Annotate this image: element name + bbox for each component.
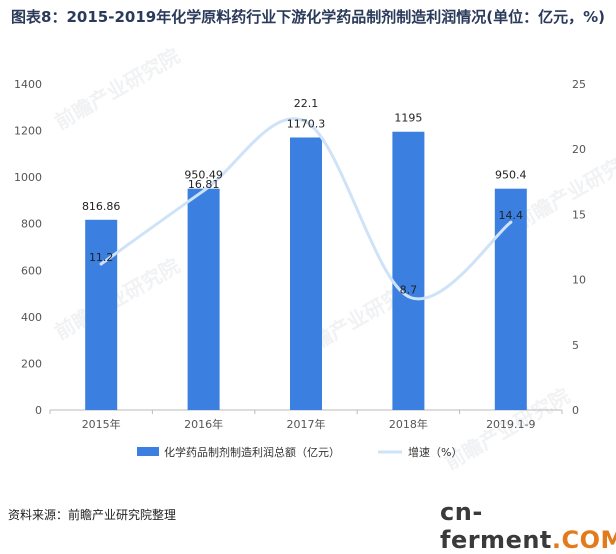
bar <box>290 137 322 410</box>
y-right-tick-label: 0 <box>572 404 579 417</box>
bar-value-label: 950.4 <box>495 169 527 182</box>
growth-value-label: 8.7 <box>400 284 418 297</box>
y-left-tick-label: 1400 <box>14 78 42 91</box>
bar-value-label: 816.86 <box>82 200 121 213</box>
watermark-brand-left: cn-ferment <box>440 498 552 554</box>
growth-value-label: 14.4 <box>499 209 524 222</box>
y-left-tick-label: 1200 <box>14 125 42 138</box>
bar <box>85 220 117 410</box>
y-left-tick-label: 0 <box>35 404 42 417</box>
x-tick-label: 2018年 <box>389 417 428 431</box>
legend: 化学药品制剂制造利润总额（亿元） 增速（%） <box>137 445 462 459</box>
y-left-tick-label: 200 <box>21 357 42 370</box>
y-left-tick-label: 600 <box>21 264 42 277</box>
legend-line-label: 增速（%） <box>408 445 462 459</box>
bar-value-label: 1170.3 <box>287 117 326 130</box>
y-right-tick-label: 15 <box>572 208 586 221</box>
x-tick-label: 2019.1-9 <box>486 418 535 431</box>
y-right-tick-label: 20 <box>572 143 586 156</box>
y-left-tick-label: 800 <box>21 218 42 231</box>
chart: 前瞻产业研究院前瞻产业研究院前瞻产业研究院前瞻产业研究院前瞻产业研究院 0200… <box>0 0 616 536</box>
growth-value-label: 22.1 <box>294 97 319 110</box>
legend-bar-swatch <box>137 447 159 456</box>
watermark-brand-right: .COM <box>552 526 616 554</box>
growth-value-label: 11.2 <box>89 251 114 264</box>
y-left-tick-label: 1000 <box>14 171 42 184</box>
x-tick-label: 2017年 <box>287 417 326 431</box>
source-note: 资料来源：前瞻产业研究院整理 <box>8 506 176 523</box>
y-right-tick-label: 5 <box>572 339 579 352</box>
watermark-text: 前瞻产业研究院 <box>51 44 184 135</box>
bar <box>188 189 220 410</box>
x-tick-label: 2015年 <box>82 417 121 431</box>
bar <box>392 132 424 410</box>
y-right-tick-label: 10 <box>572 274 586 287</box>
x-tick-label: 2016年 <box>184 417 223 431</box>
legend-bar-label: 化学药品制剂制造利润总额（亿元） <box>164 445 340 459</box>
y-right-tick-label: 25 <box>572 78 586 91</box>
watermark-brand: cn-ferment.COM <box>440 498 616 554</box>
growth-value-label: 16.81 <box>188 178 220 191</box>
y-left-tick-label: 400 <box>21 311 42 324</box>
bar-value-label: 1195 <box>394 112 422 125</box>
